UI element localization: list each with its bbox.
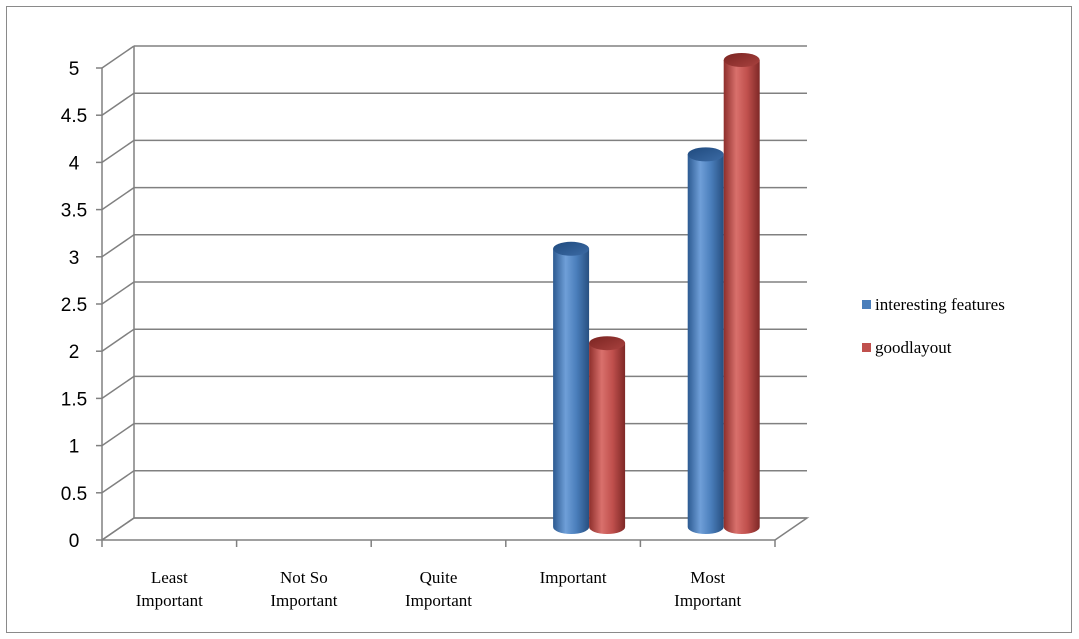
x-tick-label: Least [151,568,188,587]
x-tick-label: Important [270,591,337,610]
bar-top [553,241,590,256]
bar [589,336,626,535]
bar [553,241,590,534]
legend-swatch [862,300,871,309]
y-tick-label: 3 [69,248,80,269]
y-tick-label: 2.5 [61,295,87,316]
gridline-side [101,470,135,494]
gridline-side [101,375,135,400]
y-axis-ticks: 0 0.5 1 1.5 2 2.5 3 3.5 4 4.5 5 [61,59,87,552]
gridline-side [101,422,135,447]
bars [553,53,760,535]
legend-swatch [862,343,871,352]
y-tick-label: 1.5 [61,389,87,410]
y-tick-label: 4.5 [61,106,87,127]
chart-frame [6,6,1072,633]
legend: interesting features goodlayout [862,295,1005,357]
axes [96,67,776,547]
bar-top [723,53,760,67]
y-tick-label: 0.5 [61,484,87,505]
x-tick-label: Important [540,568,607,587]
y-tick-label: 1 [69,437,80,458]
gridline-side [101,45,135,69]
bar-body [553,248,590,534]
y-tick-label: 0 [69,531,80,552]
gridline-side [101,517,135,541]
x-tick-label: Not So [280,568,328,587]
x-tick-label: Quite [420,568,458,587]
gridline-side [101,281,135,305]
y-tick-label: 4 [69,153,80,174]
bar-body [589,343,626,535]
gridline-side [101,234,135,258]
x-tick-label: Important [674,591,741,610]
bar [687,147,724,535]
bar-body [723,60,760,535]
bar-top [589,336,626,351]
y-tick-label: 2 [69,342,80,363]
bar-top [687,147,724,162]
x-axis-ticks: Least Important Not So Important Quite Import… [136,568,742,610]
legend-label: interesting features [875,295,1005,314]
legend-label: goodlayout [875,338,952,357]
x-tick-label: Most [690,568,725,587]
gridline-side [101,328,135,352]
x-tick-label: Important [405,591,472,610]
gridline-side [101,92,135,116]
y-tick-label: 5 [69,59,80,80]
gridline-side [101,139,135,164]
y-tick-label: 3.5 [61,201,87,222]
bar-body [687,154,724,535]
bar [723,53,760,535]
gridline-side [101,186,135,211]
x-tick-label: Important [136,591,203,610]
